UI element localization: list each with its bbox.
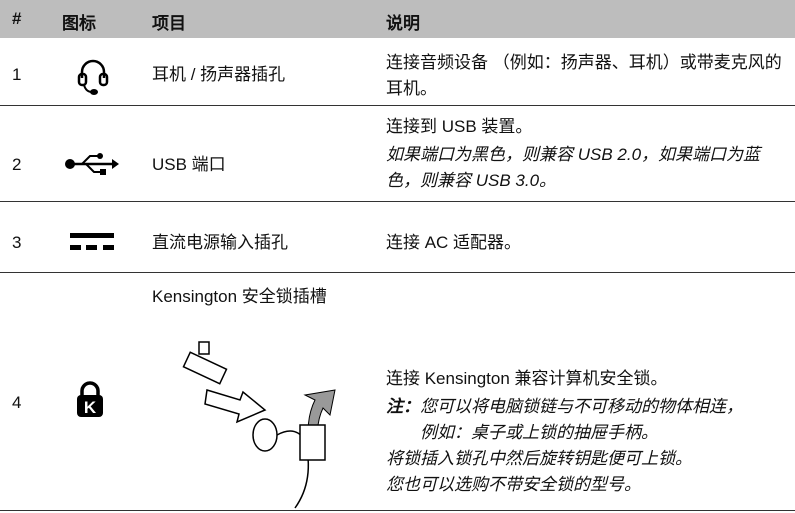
- header-icon: 图标: [62, 14, 96, 33]
- row-number: 4: [12, 393, 22, 412]
- row-item: Kensington 安全锁插槽: [152, 287, 327, 306]
- row-note: 注：您可以将电脑锁链与不可移动的物体相连，例如：桌子或上锁的抽屉手柄。: [386, 394, 750, 446]
- header-description: 说明: [386, 14, 420, 33]
- note-label: 注：: [386, 397, 420, 416]
- row-item: 直流电源输入插孔: [152, 233, 288, 252]
- header-item: 项目: [152, 14, 186, 33]
- row-divider: [0, 105, 795, 106]
- row-item: 耳机 / 扬声器插孔: [152, 65, 286, 84]
- row-description: 连接音频设备 （例如：扬声器、耳机）或带麦克风的耳机。: [386, 53, 782, 98]
- header-bar: [0, 0, 795, 38]
- note-line: 您可以将电脑锁链与不可移动的物体相连，例如：桌子或上锁的抽屉手柄。: [420, 397, 743, 442]
- row-number: 1: [12, 65, 22, 84]
- usb-icon: [65, 153, 119, 175]
- header-number: #: [12, 9, 22, 28]
- row-divider: [0, 201, 795, 202]
- lock-illustration: [182, 341, 336, 509]
- row-number: 3: [12, 233, 22, 252]
- row-item: USB 端口: [152, 155, 226, 174]
- kensington-icon: K: [77, 381, 103, 417]
- row-description: 连接 Kensington 兼容计算机安全锁。: [386, 369, 668, 388]
- note-line: 将锁插入锁孔中然后旋转钥匙便可上锁。: [386, 449, 692, 468]
- row-number: 2: [12, 155, 22, 174]
- note-line: 您也可以选购不带安全锁的型号。: [386, 475, 641, 494]
- headphone-icon: [77, 59, 109, 95]
- row-description: 连接 AC 适配器。: [386, 233, 522, 252]
- dc-icon: [70, 233, 114, 250]
- row-description: 连接到 USB 装置。: [386, 117, 533, 136]
- row-divider: [0, 272, 795, 273]
- row-note: 如果端口为黑色，则兼容 USB 2.0，如果端口为蓝色，则兼容 USB 3.0。: [386, 145, 761, 190]
- row-divider: [0, 510, 795, 511]
- svg-text:K: K: [84, 398, 97, 417]
